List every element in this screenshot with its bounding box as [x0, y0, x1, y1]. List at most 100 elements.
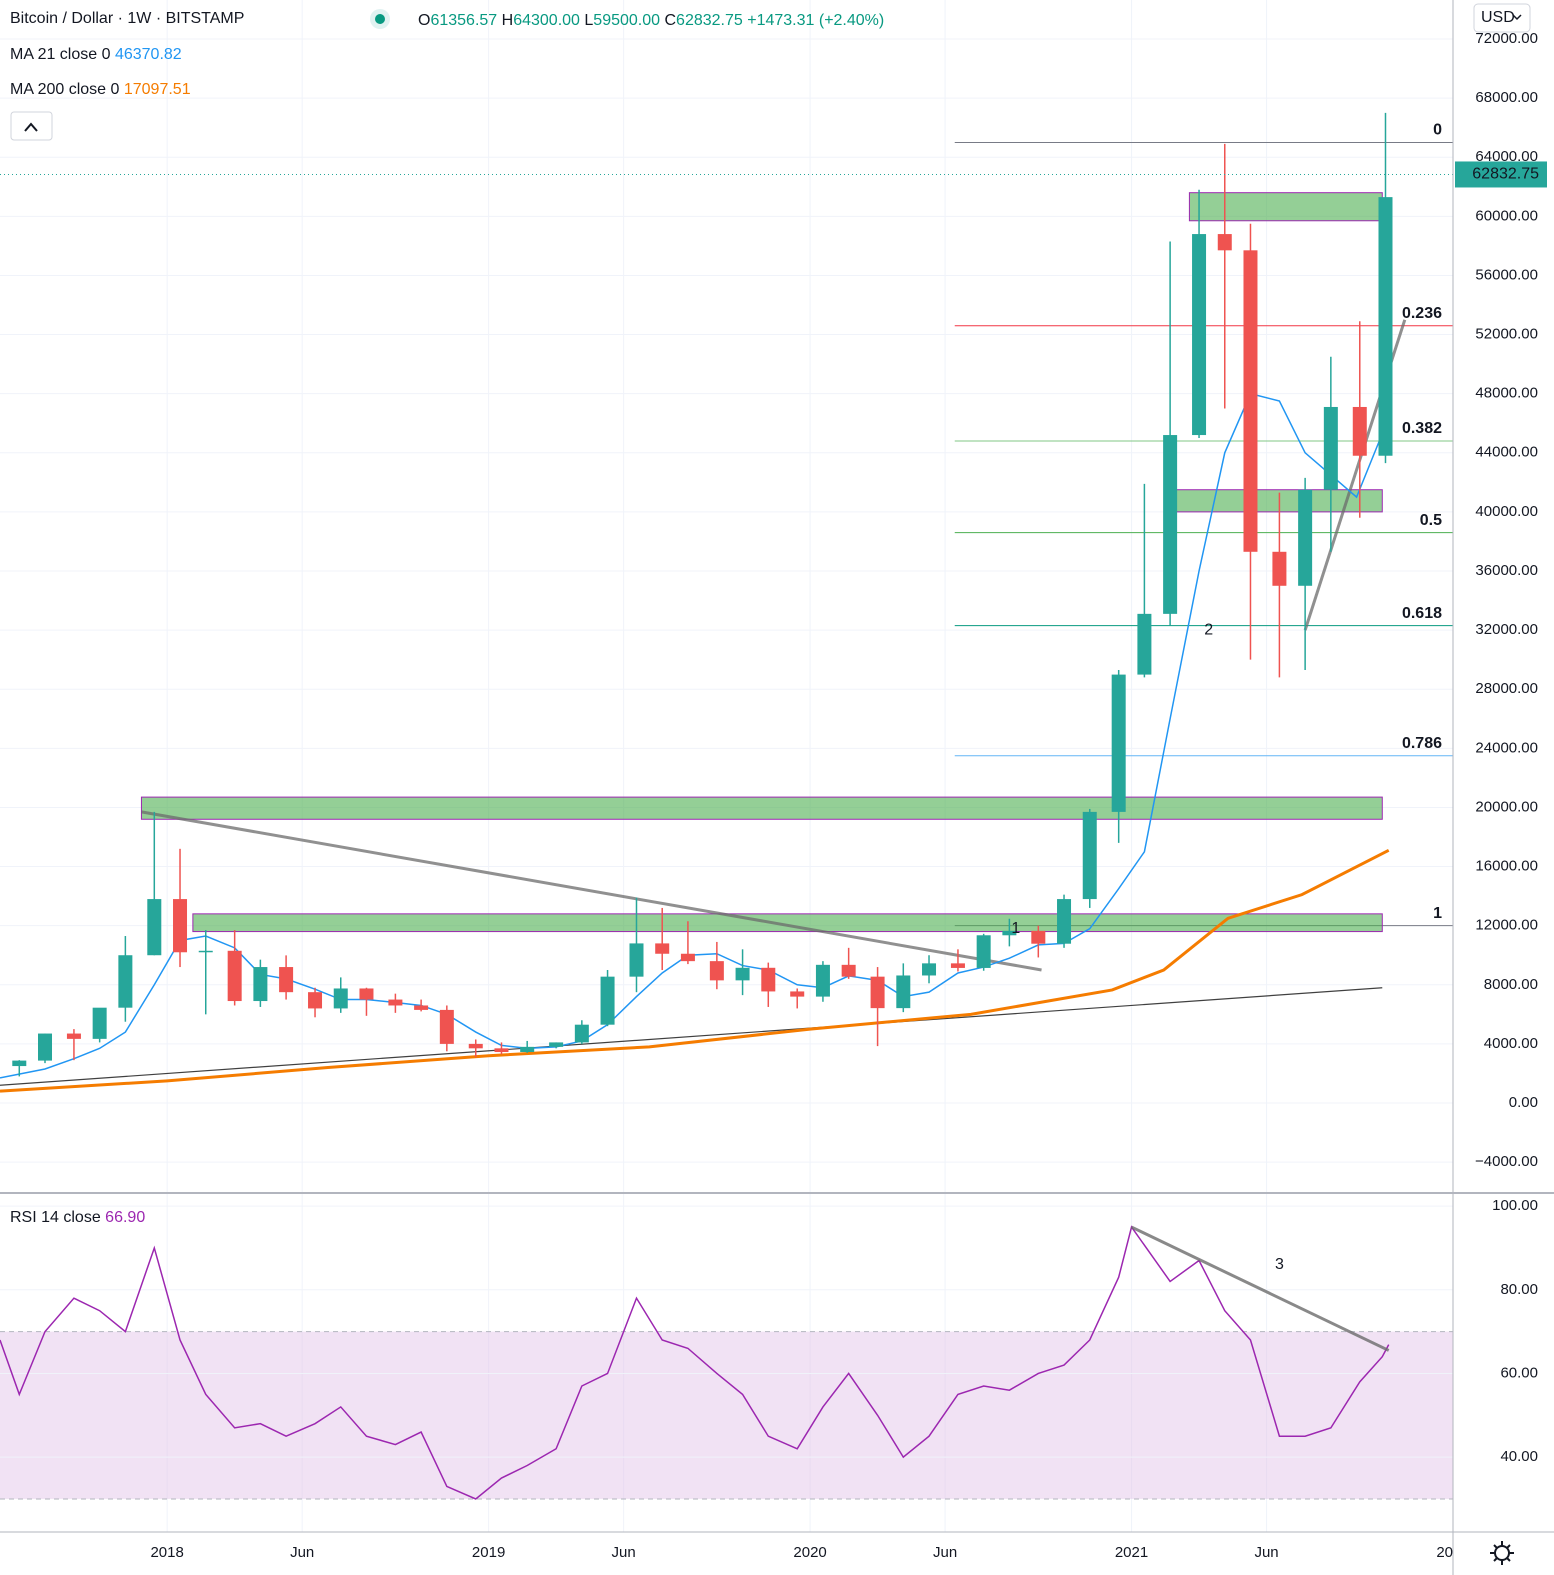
y-tick-label: 60.00 — [1500, 1364, 1538, 1381]
legend: Bitcoin / Dollar · 1W · BITSTAMP O61356.… — [10, 9, 884, 1226]
fib-label: 0 — [1433, 122, 1442, 139]
candle-body — [790, 991, 805, 997]
candle-body — [1002, 930, 1017, 936]
rsi-value: 66.90 — [105, 1209, 145, 1226]
candle-body — [173, 899, 188, 953]
candle-body — [600, 976, 615, 1025]
o-label: O — [418, 12, 430, 29]
candle-body — [1323, 406, 1338, 490]
ma21: MA 21 close 0 46370.82 — [10, 46, 182, 63]
candle-body — [896, 975, 911, 1009]
y-tick-label: 80.00 — [1500, 1281, 1538, 1298]
fib-label: 0.5 — [1420, 512, 1442, 529]
candle-body — [147, 899, 162, 956]
candle-body — [629, 943, 644, 977]
candle-body — [494, 1048, 509, 1053]
candle-body — [950, 963, 965, 968]
candle-body — [308, 992, 323, 1009]
y-tick-label: 48000.00 — [1475, 385, 1538, 402]
y-tick-label: 28000.00 — [1475, 680, 1538, 697]
x-tick-label: Jun — [933, 1544, 957, 1561]
x-tick-label: 2021 — [1115, 1544, 1148, 1561]
exchange: BITSTAMP — [166, 10, 245, 27]
annotation: 1 — [1011, 920, 1020, 937]
candle-body — [680, 953, 695, 962]
y-tick-label: 8000.00 — [1484, 976, 1538, 993]
candle-body — [38, 1033, 53, 1061]
y-tick-label: 44000.00 — [1475, 444, 1538, 461]
y-tick-label: 0.00 — [1509, 1094, 1538, 1111]
x-tick-label: Jun — [1254, 1544, 1278, 1561]
candle-body — [12, 1060, 27, 1067]
symbol: Bitcoin / Dollar · 1W · BITSTAMP — [10, 10, 244, 27]
gear-teeth — [1490, 1541, 1514, 1565]
ma21-label: MA 21 close 0 — [10, 46, 111, 63]
candle-body — [359, 988, 374, 1000]
l-value: 59500.00 — [593, 12, 660, 29]
h-label: H — [502, 12, 514, 29]
candle-body — [414, 1005, 429, 1010]
x-tick-label: 2022 — [1436, 1544, 1469, 1561]
h-value: 64300.00 — [513, 12, 580, 29]
candle-body — [1163, 435, 1178, 614]
candle-body — [118, 955, 133, 1008]
candle-body — [549, 1042, 564, 1047]
zone — [192, 913, 1383, 933]
candle-body — [709, 961, 724, 981]
candle-body — [227, 950, 242, 1002]
candle-body — [1352, 406, 1367, 456]
y-tick-label: 40.00 — [1500, 1448, 1538, 1465]
annotation: 3 — [1275, 1256, 1284, 1273]
y-tick-label: 52000.00 — [1475, 326, 1538, 343]
candle-body — [520, 1046, 535, 1053]
candle-body — [922, 963, 937, 976]
candle-body — [735, 967, 750, 981]
fib-label: 1 — [1433, 905, 1442, 922]
settings-icon[interactable] — [1490, 1541, 1514, 1565]
candle-body — [655, 943, 670, 954]
candle-body — [1298, 489, 1313, 586]
l-label: L — [584, 12, 593, 29]
currency-button[interactable] — [1473, 3, 1531, 33]
y-tick-label: 16000.00 — [1475, 858, 1538, 875]
y-tick-label: 36000.00 — [1475, 562, 1538, 579]
status-dot — [375, 14, 385, 24]
y-tick-label: 40000.00 — [1475, 503, 1538, 520]
candle-body — [253, 967, 268, 1002]
candle-body — [1378, 197, 1393, 456]
candle-body — [333, 988, 348, 1009]
o-value: 61356.57 — [430, 12, 497, 29]
candle-body — [1243, 250, 1258, 552]
interval: 1W — [127, 10, 152, 27]
rsi-trendline — [1130, 1225, 1390, 1352]
gear — [1494, 1545, 1510, 1561]
candle-body — [198, 950, 213, 953]
y-tick-label: 100.00 — [1492, 1197, 1538, 1214]
candle-body — [468, 1043, 483, 1049]
zone — [140, 796, 1383, 820]
fib-label: 0.618 — [1402, 605, 1442, 622]
x-tick-label: 2018 — [150, 1544, 183, 1561]
candle-body — [1137, 613, 1152, 675]
currency: USD — [1481, 9, 1515, 26]
y-tick-label: 68000.00 — [1475, 89, 1538, 106]
fib-label: 0.382 — [1402, 420, 1442, 437]
y-tick-label: 4000.00 — [1484, 1035, 1538, 1052]
currency-caret — [1512, 14, 1522, 21]
x-tick-label: Jun — [612, 1544, 636, 1561]
candle-body — [815, 964, 830, 997]
y-tick-label: −4000.00 — [1475, 1153, 1538, 1170]
x-tick-label: 2020 — [793, 1544, 826, 1561]
ma200-line — [0, 849, 1390, 1093]
candle-body — [574, 1024, 589, 1043]
candle-body — [1217, 234, 1232, 251]
rsi-band — [0, 1331, 1453, 1499]
ma21-value: 46370.82 — [115, 46, 182, 63]
y-tick-label: 56000.00 — [1475, 266, 1538, 283]
candle-body — [1192, 234, 1207, 436]
ohlc: O61356.57 H64300.00 L59500.00 C62832.75 … — [418, 12, 884, 29]
candle-body — [841, 964, 856, 977]
ma200: MA 200 close 0 17097.51 — [10, 81, 191, 98]
candle-body — [279, 967, 294, 993]
